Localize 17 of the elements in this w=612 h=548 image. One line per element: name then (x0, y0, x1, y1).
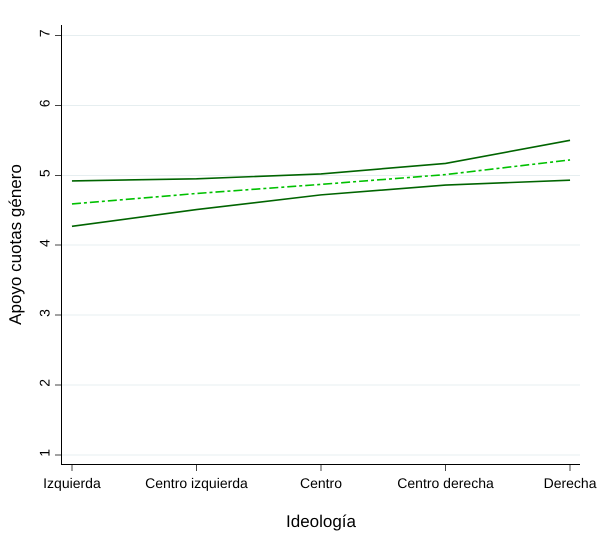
x-tick-label: Centro (300, 474, 342, 491)
y-axis-title: Apoyo cuotas género (6, 164, 25, 325)
y-tick-label: 5 (36, 169, 52, 178)
line-series (71, 159, 571, 205)
line-series (71, 140, 571, 182)
x-axis-title: Ideología (286, 512, 357, 532)
x-tick-label: Centro izquierda (145, 474, 248, 491)
x-tick-label: Centro derecha (397, 474, 494, 491)
y-tick-label: 7 (36, 29, 52, 38)
y-tick-label: 6 (36, 99, 52, 108)
line-series (71, 179, 571, 228)
x-tick-label: Derecha (544, 474, 597, 491)
y-tick-label: 2 (36, 378, 52, 387)
x-tick-label: Izquierda (43, 474, 101, 491)
y-tick-label: 4 (36, 239, 52, 247)
y-tick-label: 1 (36, 448, 52, 457)
y-tick-label: 3 (36, 308, 52, 317)
